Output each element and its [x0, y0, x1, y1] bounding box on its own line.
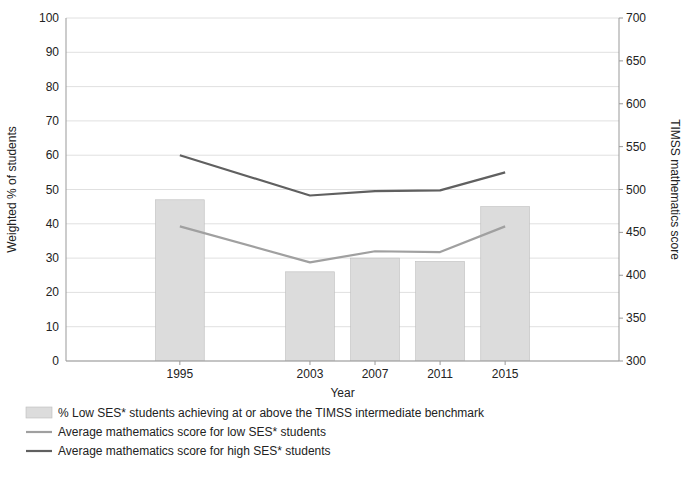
axes: 1995 2003 2007 2011 2015 0 10 20 30 40 50 60 70 80 90 1…: [39, 11, 646, 381]
y2-tick: [619, 189, 623, 190]
x-tick-label: 2015: [492, 367, 519, 381]
grid-line: [66, 326, 619, 327]
legend-label: % Low SES* students achieving at or abov…: [58, 406, 485, 420]
x-tick: [179, 361, 180, 365]
y-tick-label: 100: [39, 11, 59, 25]
y2-tick-label: 700: [626, 11, 646, 25]
bar: [351, 258, 400, 361]
legend-swatch: [26, 450, 52, 452]
x-tick: [309, 361, 310, 365]
y-tick-label: 40: [46, 217, 60, 231]
x-axis-line: [66, 361, 619, 362]
grid-line: [66, 120, 619, 121]
grid-line: [66, 292, 619, 293]
grid-line: [66, 18, 619, 19]
grid: [66, 18, 619, 361]
x-tick-label: 2003: [297, 367, 324, 381]
y-tick-label: 30: [46, 251, 60, 265]
bar: [155, 200, 204, 361]
line: [180, 155, 505, 195]
y2-axis-label: TIMSS mathematics score: [668, 119, 682, 260]
x-tick: [440, 361, 441, 365]
bar: [286, 272, 335, 361]
y-tick-label: 90: [46, 45, 60, 59]
y2-tick: [619, 18, 623, 19]
y-tick-label: 0: [52, 354, 59, 368]
grid-line: [66, 361, 619, 362]
grid-line: [66, 189, 619, 190]
grid-line: [66, 52, 619, 53]
plot-area: [155, 155, 529, 361]
y2-tick: [619, 275, 623, 276]
x-tick-label: 1995: [167, 367, 194, 381]
x-tick-label: 2011: [427, 367, 453, 381]
y-tick-label: 10: [46, 320, 60, 334]
y2-tick-label: 550: [626, 140, 646, 154]
bar: [416, 262, 465, 361]
y2-tick: [619, 318, 623, 319]
y2-tick-label: 300: [626, 354, 646, 368]
y2-tick-label: 450: [626, 225, 646, 239]
x-tick: [375, 361, 376, 365]
y2-tick-label: 400: [626, 268, 646, 282]
y2-tick: [619, 232, 623, 233]
y2-tick-label: 650: [626, 54, 646, 68]
grid-line: [66, 155, 619, 156]
chart-container: 1995 2003 2007 2011 2015 0 10 20 30 40 50 60 70 80 90 1…: [0, 0, 685, 482]
grid-line: [66, 223, 619, 224]
y-tick-label: 70: [46, 114, 60, 128]
y2-tick-label: 600: [626, 97, 646, 111]
legend-swatch: [26, 431, 52, 433]
y-tick-label: 20: [46, 285, 60, 299]
legend-swatch: [26, 407, 52, 418]
x-tick-label: 2007: [362, 367, 389, 381]
y-tick-label: 60: [46, 148, 60, 162]
y-axis-label: Weighted % of students: [5, 126, 19, 253]
x-axis-label: Year: [330, 386, 354, 400]
line: [180, 226, 505, 262]
bar: [481, 207, 530, 361]
y-tick-label: 50: [46, 183, 60, 197]
chart-svg: 1995 2003 2007 2011 2015 0 10 20 30 40 50 60 70 80 90 1…: [0, 0, 685, 482]
y2-tick: [619, 60, 623, 61]
legend-label: Average mathematics score for high SES* …: [58, 444, 331, 458]
y2-tick-label: 350: [626, 311, 646, 325]
y-axis-line: [66, 18, 67, 361]
y2-tick: [619, 103, 623, 104]
legend: % Low SES* students achieving at or abov…: [26, 406, 485, 458]
y2-tick-label: 500: [626, 183, 646, 197]
y-tick-label: 80: [46, 80, 60, 94]
y2-tick: [619, 361, 623, 362]
legend-label: Average mathematics score for low SES* s…: [58, 425, 326, 439]
x-tick: [505, 361, 506, 365]
y2-tick: [619, 146, 623, 147]
grid-line: [66, 86, 619, 87]
